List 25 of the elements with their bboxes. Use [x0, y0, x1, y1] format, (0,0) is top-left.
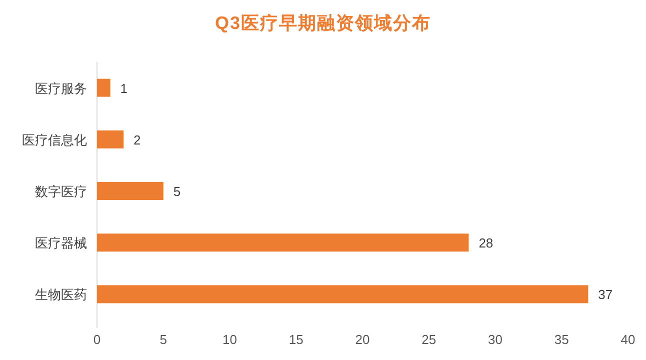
bar: [97, 285, 588, 304]
x-tick-label: 15: [288, 332, 304, 347]
bar: [97, 78, 110, 97]
bar: [97, 182, 164, 200]
chart-title: Q3医疗早期融资领域分布: [214, 13, 432, 33]
x-tick-label: 25: [422, 332, 436, 347]
data-label: 2: [134, 132, 141, 148]
data-label: 1: [120, 80, 128, 96]
data-label: 28: [478, 236, 494, 251]
y-tick-label: 数字医疗: [35, 184, 87, 199]
x-tick-label: 35: [554, 332, 569, 347]
x-tick-label: 30: [488, 332, 502, 347]
data-label: 5: [173, 184, 181, 199]
x-tick-label: 10: [222, 332, 237, 347]
x-tick-label: 5: [160, 332, 167, 347]
data-label: 37: [598, 287, 613, 302]
x-tick-label: 20: [355, 332, 370, 347]
y-tick-label: 生物医药: [35, 287, 87, 302]
bar: [97, 234, 469, 252]
bar: [97, 130, 124, 148]
y-tick-label: 医疗服务: [35, 80, 87, 96]
y-tick-label: 医疗信息化: [22, 132, 87, 148]
x-tick-label: 40: [620, 332, 636, 347]
x-tick-label: 0: [93, 332, 101, 347]
y-tick-label: 医疗器械: [35, 236, 87, 251]
